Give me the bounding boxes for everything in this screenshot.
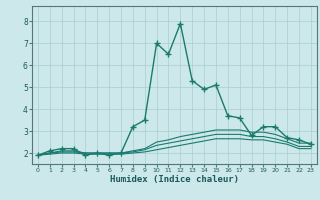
X-axis label: Humidex (Indice chaleur): Humidex (Indice chaleur) <box>110 175 239 184</box>
